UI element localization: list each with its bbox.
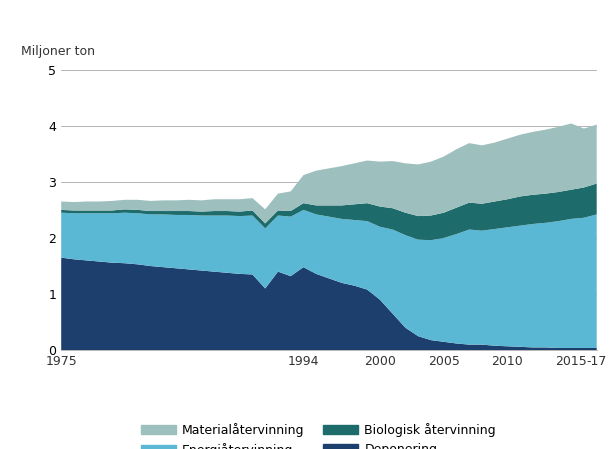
Text: Miljoner ton: Miljoner ton — [21, 45, 95, 58]
Legend: Materialåtervinning, Energiåtervinning, Biologisk återvinning, Deponering: Materialåtervinning, Energiåtervinning, … — [135, 418, 501, 449]
Text: Översikt 1975-2017: Översikt 1975-2017 — [11, 20, 242, 40]
